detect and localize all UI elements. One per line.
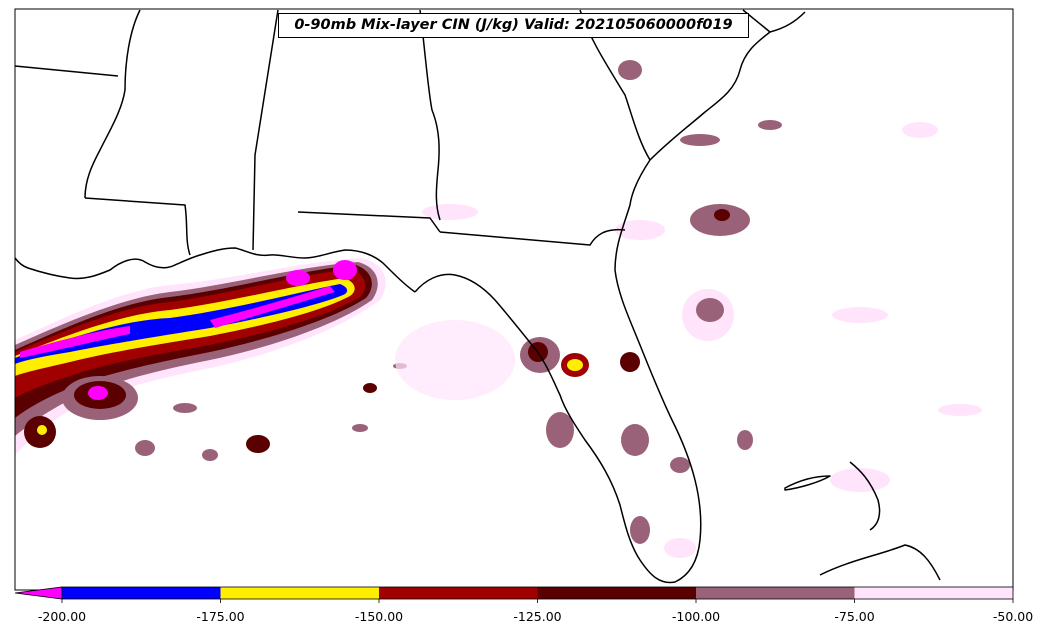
border-ar-la [14,65,119,77]
cuba-coast [819,544,941,581]
border-al-fl-west [297,211,441,233]
cin-spot [615,220,665,240]
cin-spot [620,352,640,372]
border-ms-al [252,9,279,251]
cin-spot [737,430,753,450]
cin-spot [902,122,938,138]
cin-spot [696,298,724,322]
cin-under-3 [333,260,357,280]
colorbar-tick-label: -100.00 [671,609,721,624]
cin-band-blue [15,284,348,364]
gulf-coastline [14,247,416,293]
cin-spot [422,204,478,220]
cin-spot [246,435,270,453]
nc-coast [769,11,806,33]
colorbar-bin-0 [62,587,221,599]
cin-spot [670,457,690,473]
bahamas-coast [849,461,881,531]
cin-field [15,60,982,558]
map-boundaries [14,9,941,584]
cin-spot [938,404,982,416]
cin-spot [567,359,583,371]
colorbar-tick-label: -175.00 [196,609,245,624]
cin-spot [363,383,377,393]
colorbar-bin-2 [379,587,538,599]
colorbar-tick-label: -125.00 [513,609,562,624]
colorbar-bin-4 [696,587,855,599]
cin-spot [352,424,368,432]
border-la-ms-south [84,197,191,256]
cin-spot [618,60,642,80]
cin-spot [37,425,47,435]
cin-spot [664,538,696,558]
cin-spot [830,468,890,492]
colorbar-tick-label: -50.00 [992,609,1034,624]
map-title: 0-90mb Mix-layer CIN (J/kg) Valid: 20210… [278,13,749,38]
cin-spot [395,320,515,400]
colorbar-bin-1 [220,587,379,599]
colorbar [14,586,1014,603]
cin-spot [173,403,197,413]
cin-spot [832,307,888,323]
cin-spot [88,386,108,400]
cin-spot [758,120,782,130]
colorbar-bin-5 [854,587,1013,599]
cin-under-4 [286,270,310,286]
border-ga-fl [439,228,626,246]
border-al-ga [419,9,441,221]
cin-spot [202,449,218,461]
florida-coastline [414,31,771,584]
bahamas-island [784,475,831,491]
cin-under-1 [20,326,130,358]
colorbar-tick-label: -75.00 [834,609,875,624]
cin-spot [630,516,650,544]
colorbar-tick-label: -200.00 [37,609,87,624]
cin-spot [680,134,720,146]
border-ms-la [84,9,141,199]
colorbar-tick-label: -150.00 [354,609,404,624]
cin-spot [135,440,155,456]
cin-spot [714,209,730,221]
cin-spot [621,424,649,456]
cin-spot [546,412,574,448]
colorbar-bin-3 [537,587,696,599]
cin-under-2 [210,286,335,328]
